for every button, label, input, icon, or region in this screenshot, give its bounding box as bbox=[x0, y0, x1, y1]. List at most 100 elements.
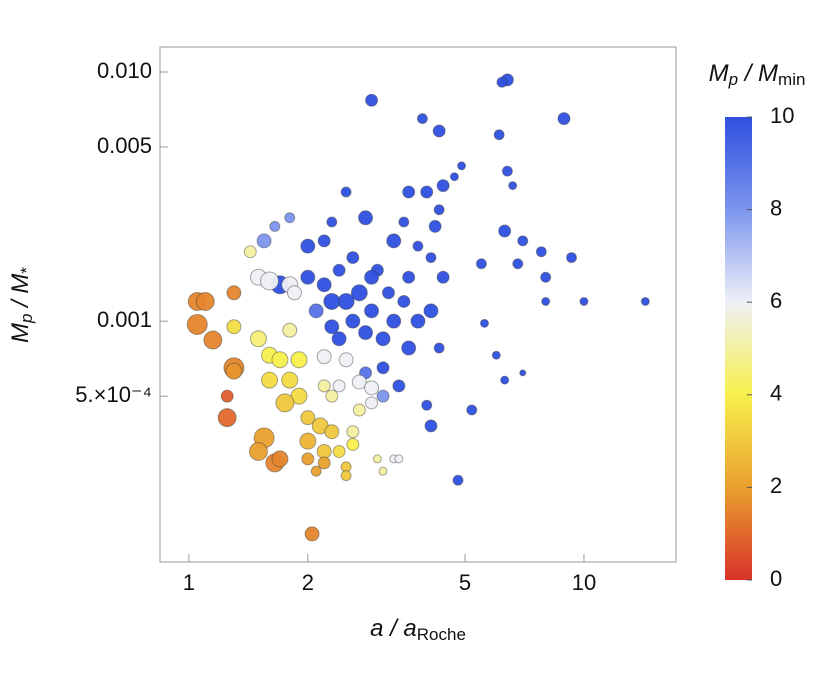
point bbox=[351, 374, 367, 390]
point bbox=[364, 269, 380, 285]
point bbox=[541, 296, 551, 306]
cb-label-main: / M bbox=[738, 60, 778, 87]
point bbox=[316, 349, 332, 365]
point bbox=[375, 331, 391, 347]
point bbox=[381, 286, 395, 300]
point bbox=[421, 399, 433, 411]
point bbox=[346, 425, 360, 439]
colorbar-tick-label: 2 bbox=[770, 473, 782, 498]
point bbox=[365, 396, 379, 410]
point bbox=[217, 408, 237, 428]
point bbox=[317, 456, 331, 470]
point bbox=[358, 210, 374, 226]
point bbox=[290, 387, 308, 405]
point bbox=[433, 204, 445, 216]
point bbox=[350, 284, 368, 302]
colorbar bbox=[725, 117, 752, 580]
colorbar-label: Mp / Mmin bbox=[709, 60, 806, 89]
point bbox=[225, 362, 243, 380]
y-tick-label: 5.×10⁻⁴ bbox=[75, 382, 152, 407]
point bbox=[398, 216, 410, 228]
point bbox=[557, 112, 571, 126]
point bbox=[501, 165, 513, 177]
point bbox=[402, 185, 416, 199]
point bbox=[402, 270, 416, 284]
point bbox=[425, 252, 437, 264]
point bbox=[475, 258, 487, 270]
point bbox=[466, 404, 478, 416]
y-label-main: M bbox=[7, 323, 34, 343]
point bbox=[316, 443, 332, 459]
x-tick-label: 5 bbox=[459, 570, 471, 595]
plot-frame bbox=[159, 46, 677, 563]
point bbox=[271, 351, 289, 369]
point bbox=[566, 252, 578, 264]
point bbox=[498, 224, 512, 238]
y-label-sub: p bbox=[17, 314, 36, 324]
point bbox=[271, 450, 289, 468]
x-tick-label: 1 bbox=[183, 570, 195, 595]
point bbox=[372, 454, 382, 464]
point bbox=[346, 437, 360, 451]
point bbox=[323, 292, 341, 310]
point bbox=[376, 389, 390, 403]
point bbox=[300, 410, 316, 426]
point bbox=[449, 172, 459, 182]
y-tick-label: 0.010 bbox=[97, 58, 152, 83]
point bbox=[332, 444, 346, 458]
x-axis-label: a / aRoche bbox=[370, 615, 466, 644]
colorbar-tick-label: 0 bbox=[770, 566, 782, 591]
point bbox=[249, 330, 267, 348]
point bbox=[496, 76, 508, 88]
point bbox=[331, 331, 347, 347]
point bbox=[512, 258, 524, 270]
point bbox=[340, 186, 352, 198]
point bbox=[299, 432, 317, 450]
point bbox=[243, 245, 257, 259]
point bbox=[392, 379, 406, 393]
point bbox=[519, 369, 527, 377]
y-tick-label: 0.005 bbox=[97, 133, 152, 158]
point bbox=[186, 313, 208, 335]
point bbox=[358, 325, 374, 341]
point bbox=[256, 233, 272, 249]
point bbox=[397, 294, 411, 308]
point bbox=[508, 181, 518, 191]
point bbox=[220, 389, 234, 403]
point bbox=[338, 352, 354, 368]
point bbox=[424, 419, 438, 433]
point bbox=[316, 277, 332, 293]
point bbox=[337, 292, 355, 310]
point bbox=[346, 251, 360, 265]
point bbox=[332, 263, 346, 277]
point bbox=[640, 296, 650, 306]
colorbar-tick-label: 8 bbox=[770, 195, 782, 220]
point bbox=[332, 379, 346, 393]
point bbox=[386, 313, 402, 329]
point bbox=[436, 270, 450, 284]
point bbox=[401, 340, 417, 356]
point bbox=[317, 379, 331, 393]
point bbox=[325, 389, 339, 403]
y-label-sub: * bbox=[17, 267, 36, 274]
cb-label-sub: p bbox=[728, 70, 738, 89]
point bbox=[284, 212, 296, 224]
y-label-main: / M bbox=[7, 274, 34, 314]
point bbox=[517, 235, 529, 247]
point bbox=[452, 474, 464, 486]
point bbox=[352, 403, 366, 417]
cb-label-main: M bbox=[709, 60, 729, 87]
point bbox=[324, 424, 340, 440]
point bbox=[493, 129, 505, 141]
point bbox=[432, 124, 446, 138]
point bbox=[457, 161, 467, 171]
x-label-sub: Roche bbox=[417, 625, 466, 644]
colorbar-tick-label: 6 bbox=[770, 288, 782, 313]
point bbox=[260, 271, 280, 291]
y-axis-label: Mp / M* bbox=[7, 267, 36, 343]
point bbox=[281, 371, 299, 389]
point bbox=[416, 113, 428, 125]
point bbox=[261, 371, 279, 389]
point bbox=[300, 238, 316, 254]
point bbox=[282, 322, 298, 338]
